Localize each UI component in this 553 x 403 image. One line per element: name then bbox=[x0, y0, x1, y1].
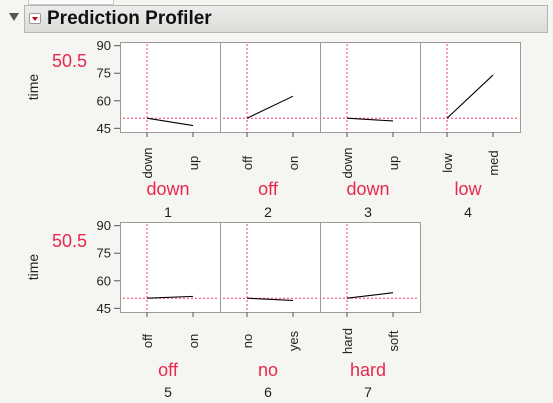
current-factor-setting: down bbox=[146, 179, 189, 199]
level-label: down bbox=[140, 147, 155, 178]
level-label: up bbox=[186, 156, 201, 170]
y-tick-label: 75 bbox=[97, 246, 111, 261]
profile-trace bbox=[146, 117, 194, 127]
profile-trace bbox=[246, 95, 294, 119]
level-label: down bbox=[340, 147, 355, 178]
disclosure-triangle-icon[interactable] bbox=[9, 13, 19, 21]
factor-name: 4 bbox=[464, 204, 472, 220]
current-factor-setting: no bbox=[258, 360, 278, 380]
level-label: up bbox=[386, 156, 401, 170]
profile-cell[interactable] bbox=[120, 42, 221, 133]
level-label: off bbox=[140, 334, 155, 349]
factor-name: 3 bbox=[364, 204, 372, 220]
level-label: off bbox=[240, 156, 255, 171]
profile-trace bbox=[246, 297, 294, 301]
current-factor-setting: down bbox=[346, 179, 389, 199]
level-label: med bbox=[486, 150, 501, 175]
current-factor-setting: off bbox=[258, 179, 279, 199]
factor-name: 1 bbox=[164, 204, 172, 220]
level-label: on bbox=[286, 156, 301, 170]
current-response-value: 50.5 bbox=[52, 51, 87, 71]
factor-name: 5 bbox=[164, 384, 172, 400]
profile-cell[interactable] bbox=[120, 222, 221, 313]
profile-cell[interactable] bbox=[220, 222, 321, 313]
profile-cell[interactable] bbox=[320, 222, 421, 313]
page-title: Prediction Profiler bbox=[47, 8, 212, 29]
factor-name: 2 bbox=[264, 204, 272, 220]
y-axis-label: time bbox=[25, 254, 41, 281]
profile-cell[interactable] bbox=[420, 42, 521, 133]
level-label: low bbox=[440, 153, 455, 173]
level-label: yes bbox=[286, 330, 301, 351]
y-tick-label: 45 bbox=[97, 121, 111, 136]
profile-trace bbox=[446, 74, 494, 119]
level-label: soft bbox=[386, 330, 401, 351]
y-tick-label: 60 bbox=[97, 273, 111, 288]
level-label: on bbox=[186, 334, 201, 348]
current-response-value: 50.5 bbox=[52, 231, 87, 251]
factor-name: 6 bbox=[264, 384, 272, 400]
profile-trace bbox=[346, 117, 394, 122]
outline-header: Prediction Profiler bbox=[24, 5, 548, 33]
profile-trace bbox=[146, 295, 194, 299]
y-tick-label: 60 bbox=[97, 93, 111, 108]
y-axis-label: time bbox=[25, 74, 41, 101]
current-factor-setting: hard bbox=[350, 360, 386, 380]
profile-cell[interactable] bbox=[220, 42, 321, 133]
profile-trace bbox=[346, 292, 394, 299]
level-label: hard bbox=[340, 328, 355, 354]
current-factor-setting: off bbox=[158, 360, 179, 380]
y-tick-label: 45 bbox=[97, 301, 111, 316]
profile-cell[interactable] bbox=[320, 42, 421, 133]
y-tick-label: 90 bbox=[97, 38, 111, 53]
current-factor-setting: low bbox=[454, 179, 482, 199]
factor-name: 7 bbox=[364, 384, 372, 400]
tab-stub bbox=[28, 0, 114, 5]
y-tick-label: 90 bbox=[97, 218, 111, 233]
red-menu-triangle-icon[interactable] bbox=[29, 13, 41, 24]
y-tick-label: 75 bbox=[97, 66, 111, 81]
level-label: no bbox=[240, 334, 255, 348]
